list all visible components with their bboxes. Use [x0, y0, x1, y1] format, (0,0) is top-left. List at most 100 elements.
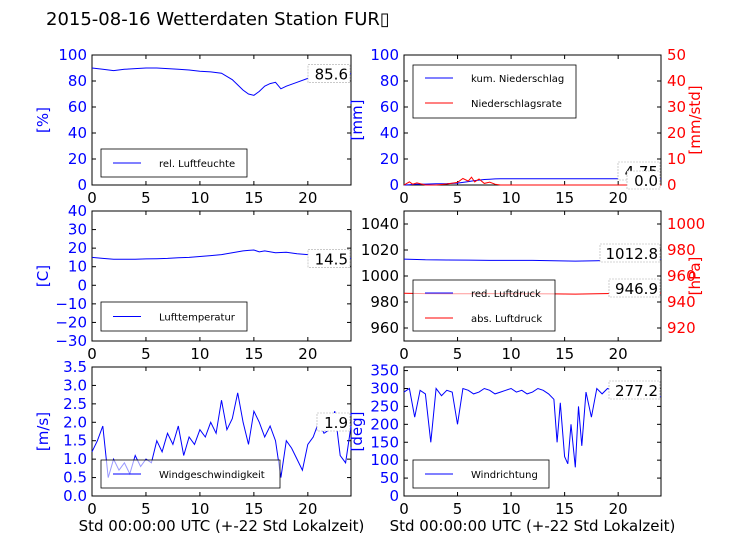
y-tick-label: 40 [68, 202, 87, 220]
plot-frame [91, 366, 352, 497]
x-tick-label: 0 [399, 345, 409, 363]
y-tick-label: 20 [68, 239, 87, 257]
current-value-label: 0.0 [634, 172, 658, 190]
y-tick-label: 1020 [361, 241, 399, 259]
y-axis-label-right: [mm/std] [686, 85, 704, 154]
y-tick-label-right: 10 [667, 150, 686, 168]
x-tick-label: 15 [244, 500, 263, 518]
x-tick-label: 20 [298, 345, 317, 363]
y-tick-label: 60 [380, 98, 399, 116]
y-tick-label: 100 [370, 451, 399, 469]
y-tick-label: −20 [55, 313, 87, 331]
x-tick-label: 20 [298, 500, 317, 518]
y-tick-label: 10 [68, 258, 87, 276]
plot-frame [403, 366, 662, 497]
y-axis-label: [mm] [348, 100, 366, 141]
y-axis-label-right: [hPa] [686, 257, 704, 296]
x-tick-label: 20 [609, 189, 628, 207]
y-tick-label-right: 980 [667, 241, 696, 259]
x-tick-label: 5 [141, 345, 151, 363]
panel-humidity: 0 5 10 15 20 0 20 40 60 80 100 [%] rel. Luftfeuchte 8… [34, 46, 352, 207]
x-tick-label: 20 [609, 500, 628, 518]
y-tick-label: 0 [389, 176, 399, 194]
x-tick-label: 10 [190, 345, 209, 363]
legend-label: red. Luftdruck [471, 289, 541, 300]
y-tick-label: 1040 [361, 215, 399, 233]
y-tick-label: 60 [68, 98, 87, 116]
x-tick-label: 0 [87, 500, 97, 518]
panel-pressure: 0 5 10 15 20 960 980 1000 1020 1040 920 940 960 980 10… [361, 210, 705, 363]
x-tick-label: 0 [87, 345, 97, 363]
series-line-0 [91, 392, 352, 478]
x-tick-label: 0 [399, 189, 409, 207]
y-axis-label: [C] [34, 265, 52, 287]
y-tick-label: 1000 [361, 267, 399, 285]
y-tick-label: 150 [370, 433, 399, 451]
y-tick-label: 980 [370, 293, 399, 311]
y-axis-label: [deg] [348, 412, 366, 452]
x-tick-label: 5 [453, 345, 463, 363]
y-tick-label: 0.0 [63, 487, 87, 505]
y-tick-label: 0 [77, 176, 87, 194]
y-axis-label: [m/s] [34, 412, 52, 451]
y-tick-label: 40 [68, 124, 87, 142]
y-tick-label-right: 940 [667, 293, 696, 311]
x-tick-label: 5 [141, 500, 151, 518]
x-tick-label: 5 [453, 189, 463, 207]
legend-label: Windrichtung [471, 470, 538, 481]
y-tick-label-right: 20 [667, 124, 686, 142]
y-tick-label: 0.5 [63, 469, 87, 487]
y-tick-label: 100 [58, 46, 87, 64]
x-tick-label: 20 [609, 345, 628, 363]
y-tick-label-right: 1000 [667, 215, 705, 233]
current-value-label: 85.6 [315, 66, 348, 84]
y-tick-label: 20 [68, 150, 87, 168]
y-tick-label-right: 960 [667, 267, 696, 285]
x-tick-label: 15 [244, 189, 263, 207]
panel-temperature: 0 5 10 15 20−30−20−10010203040[C]Lufttempera… [34, 202, 352, 363]
y-tick-label: 80 [68, 72, 87, 90]
value-box [608, 278, 661, 298]
legend-label: abs. Luftdruck [471, 314, 542, 325]
x-tick-label: 15 [555, 189, 574, 207]
y-tick-label: 0 [389, 487, 399, 505]
series-line-0 [91, 67, 352, 96]
panel-winddirection: 0 5 10 15 20050100150200250300350[deg]Windri… [348, 362, 675, 535]
x-tick-label: 10 [502, 189, 521, 207]
figure-title: 2015-08-16 Wetterdaten Station FUR▯ [46, 9, 390, 30]
legend-label: rel. Luftfeuchte [159, 159, 235, 170]
current-value-label: 1.9 [324, 414, 348, 432]
value-box [599, 243, 661, 263]
x-tick-label: 15 [555, 500, 574, 518]
current-value-label: 277.2 [615, 382, 658, 400]
y-tick-label: 2.0 [63, 413, 87, 431]
plot-frame [91, 210, 352, 342]
y-axis-label: [%] [34, 107, 52, 133]
y-tick-label: 250 [370, 397, 399, 415]
x-tick-label: 0 [87, 189, 97, 207]
value-box [307, 249, 351, 268]
y-tick-label: 20 [380, 150, 399, 168]
y-tick-label: 100 [370, 46, 399, 64]
value-box [307, 64, 351, 84]
x-tick-label: 15 [244, 345, 263, 363]
x-tick-label: 20 [298, 189, 317, 207]
y-tick-label: 3.0 [63, 376, 87, 394]
x-tick-label: 10 [190, 189, 209, 207]
y-tick-label: 960 [370, 319, 399, 337]
series-line-1 [403, 176, 661, 186]
y-tick-label: 2.5 [63, 395, 87, 413]
x-tick-label: 0 [399, 500, 409, 518]
y-tick-label: 300 [370, 380, 399, 398]
legend-label: kum. Niederschlag [471, 74, 564, 85]
x-tick-label: 10 [190, 500, 209, 518]
series-line-0 [403, 387, 662, 468]
y-tick-label: −30 [55, 332, 87, 350]
value-box [316, 412, 351, 432]
y-tick-label-right: 50 [667, 46, 686, 64]
x-tick-label: 15 [555, 345, 574, 363]
y-tick-label: 1.5 [63, 432, 87, 450]
current-value-label: 14.5 [315, 250, 348, 268]
panel-precipitation: 0 5 10 15 20 0 20 40 60 80 100 0 10 20 30 40 50 [mm] [mm/s… [348, 46, 704, 207]
